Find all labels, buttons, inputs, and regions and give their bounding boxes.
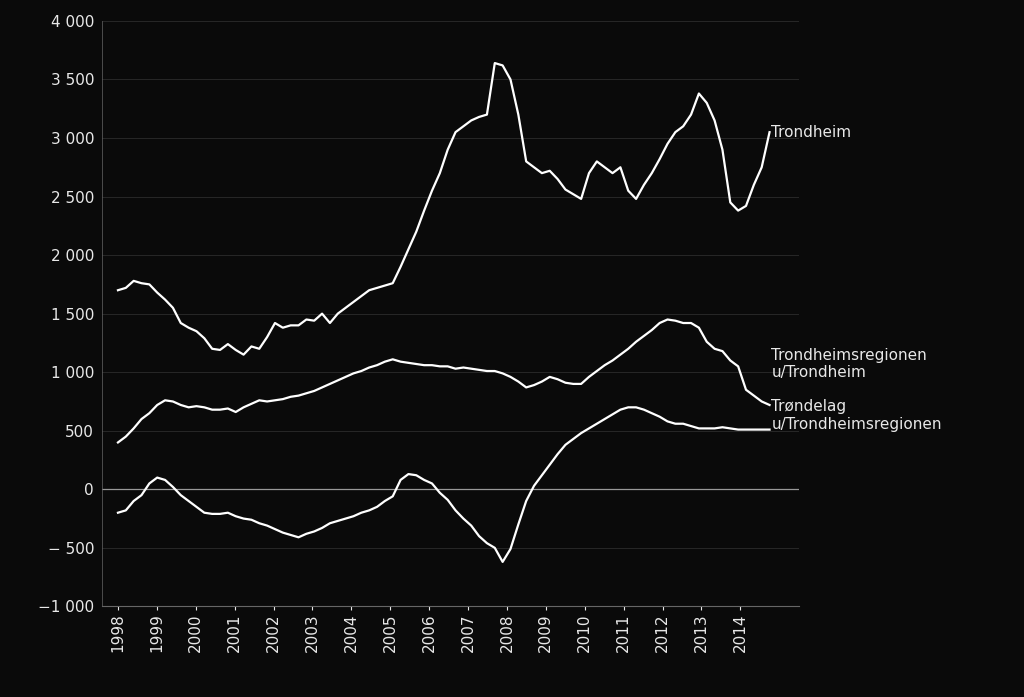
Text: Trondheim: Trondheim (771, 125, 852, 139)
Text: Trøndelag
u/Trondheimsregionen: Trøndelag u/Trondheimsregionen (771, 399, 942, 431)
Text: Trondheimsregionen
u/Trondheim: Trondheimsregionen u/Trondheim (771, 348, 928, 380)
